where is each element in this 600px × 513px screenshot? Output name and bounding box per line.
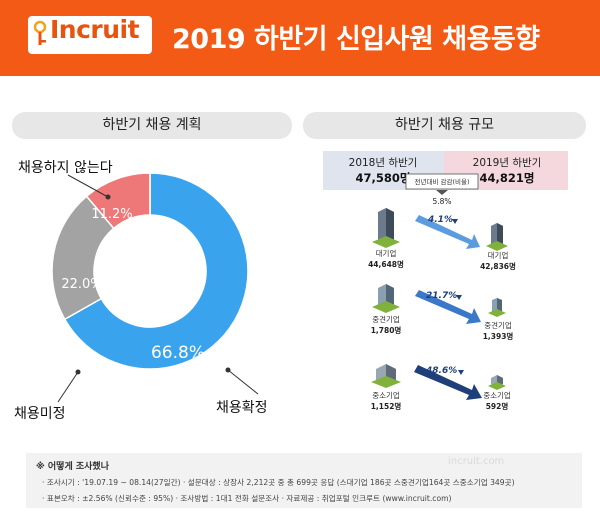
row1-curr-value: 42,836명 bbox=[480, 261, 516, 271]
curr-total-label: 2019년 하반기 bbox=[473, 156, 542, 169]
legend-undecided: 채용미정 bbox=[14, 406, 66, 422]
row2-change: 21.7% bbox=[426, 291, 457, 301]
legend-no-hiring: 채용하지 않는다 bbox=[18, 160, 113, 176]
row1-change: 4.1% bbox=[427, 215, 453, 225]
donut-slice-no-hiring bbox=[85, 172, 151, 230]
survey-info-line2: · 표본오차 : ±2.56% (신뢰수준 : 95%) · 조사방법 : 1대… bbox=[42, 494, 452, 503]
change-badge bbox=[405, 173, 479, 190]
building-large-left-icon bbox=[372, 208, 400, 248]
slice-label-no-hiring: 11.2% bbox=[91, 207, 132, 222]
change-badge-label: 전년대비 감감(비율) bbox=[415, 177, 470, 186]
row3-arrow bbox=[414, 365, 482, 400]
row2-arrow bbox=[415, 290, 481, 324]
donut-slice-confirmed bbox=[63, 172, 249, 370]
prev-total-label: 2018년 하반기 bbox=[349, 156, 418, 169]
slice-label-undecided: 22.0% bbox=[61, 277, 102, 292]
building-small-right-icon bbox=[488, 375, 506, 390]
callout-dot-undecided bbox=[75, 369, 81, 375]
row1-category-right: 대기업 bbox=[488, 251, 509, 260]
row3-down-arrow-icon bbox=[458, 370, 464, 375]
prev-total-value: 47,580명 bbox=[356, 171, 411, 185]
donut-chart bbox=[51, 172, 249, 370]
hiring-scale-title: 하반기 채용 규모 bbox=[303, 112, 586, 139]
hiring-plan-title: 하반기 채용 계획 bbox=[12, 112, 292, 139]
survey-info-line1: · 조사시기 : '19.07.19 ~ 08.14(27일간) · 설문대상 … bbox=[42, 478, 515, 487]
row1-category-left: 대기업 bbox=[376, 249, 397, 258]
legend-confirmed: 채용확정 bbox=[216, 400, 268, 416]
logo-box bbox=[28, 16, 152, 54]
row2-category-left: 중견기업 bbox=[372, 314, 400, 324]
row1-arrow bbox=[415, 215, 480, 249]
slice-label-confirmed: 66.8% bbox=[151, 343, 205, 363]
row2-category-right: 중견기업 bbox=[484, 320, 512, 330]
curr-total-value: 44,821명 bbox=[480, 171, 535, 185]
incruit-logo-icon bbox=[33, 20, 47, 45]
callout-dot-no-hiring bbox=[105, 194, 111, 200]
survey-info-box bbox=[26, 453, 582, 508]
row3-change: 48.6% bbox=[425, 366, 457, 376]
row1-prev-value: 44,648명 bbox=[368, 259, 404, 269]
survey-info-title: ※ 어떻게 조사했나 bbox=[36, 462, 109, 472]
callout-line-no-hiring bbox=[67, 174, 109, 198]
row3-category-left: 중소기업 bbox=[372, 391, 400, 400]
row1-down-arrow-icon bbox=[452, 219, 458, 224]
logo-text: Incruit bbox=[50, 15, 140, 44]
row3-curr-value: 592명 bbox=[486, 401, 509, 411]
page-title: 2019 하반기 신입사원 채용동향 bbox=[172, 24, 540, 55]
row2-curr-value: 1,393명 bbox=[483, 331, 514, 341]
change-badge-value: 5.8% bbox=[432, 197, 451, 206]
building-mid-left-icon bbox=[372, 284, 400, 313]
building-mid-right-icon bbox=[488, 298, 506, 317]
row2-prev-value: 1,780명 bbox=[371, 325, 402, 335]
watermark: incruit.com bbox=[448, 456, 505, 467]
callout-line-confirmed bbox=[227, 369, 259, 395]
callout-dot-confirmed bbox=[225, 367, 231, 373]
row3-prev-value: 1,152명 bbox=[371, 401, 402, 411]
down-arrow-icon bbox=[436, 190, 448, 195]
building-small-left-icon bbox=[371, 364, 401, 388]
row3-category-right: 중소기업 bbox=[483, 391, 511, 400]
row2-down-arrow-icon bbox=[456, 295, 462, 300]
building-large-right-icon bbox=[486, 223, 508, 251]
callout-line-undecided bbox=[57, 371, 79, 403]
